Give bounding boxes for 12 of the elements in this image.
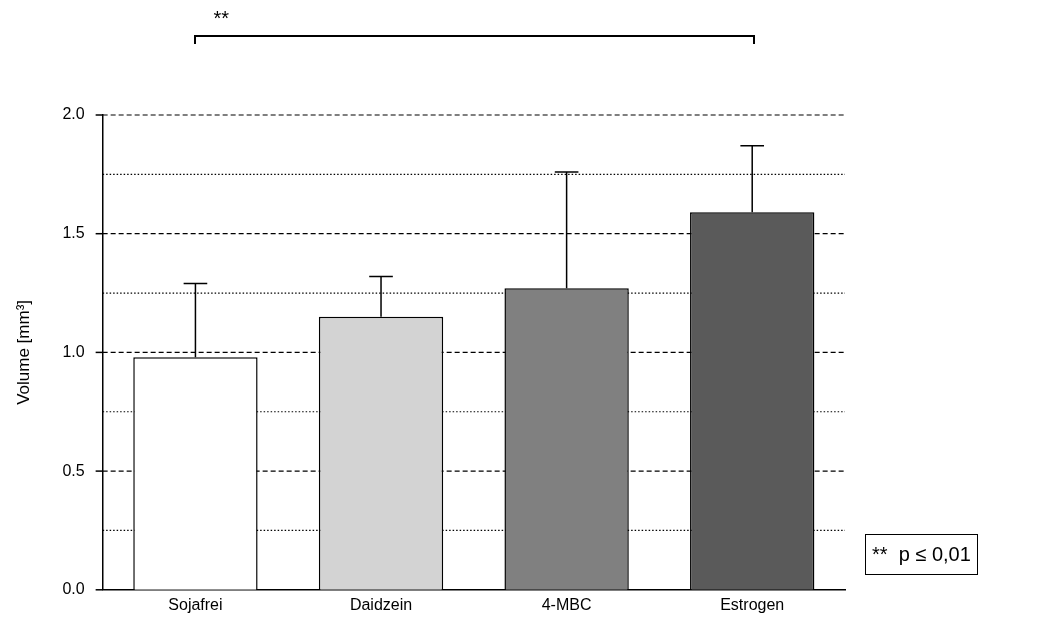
y-tick-label: 2.0: [62, 105, 85, 123]
x-tick-label: Estrogen: [720, 595, 785, 613]
x-tick-label: Daidzein: [349, 595, 413, 613]
x-tick-label: Sojafrei: [168, 595, 223, 613]
y-tick-label: 0.0: [62, 580, 85, 598]
y-tick-label: 1.5: [62, 224, 85, 242]
y-tick-label: 0.5: [62, 461, 85, 479]
text: ** p ≤ 0,01: [865, 533, 978, 575]
y-axis-title: Volume [mm³]: [13, 299, 33, 405]
text: **: [213, 7, 229, 30]
x-tick-label: 4-MBC: [541, 595, 592, 613]
y-tick-label: 1.0: [62, 342, 85, 360]
